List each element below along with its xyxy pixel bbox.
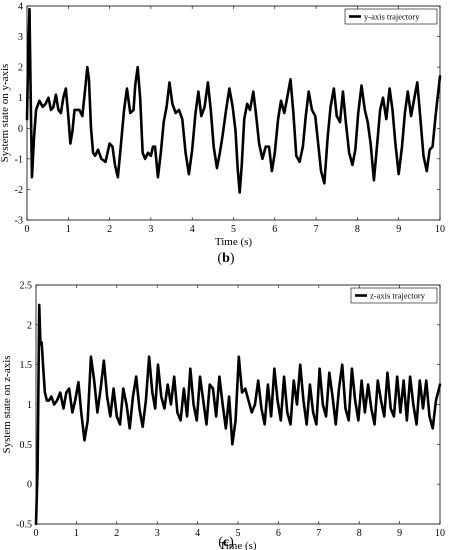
legend-box [344, 8, 438, 25]
y-tick-label: 2 [27, 320, 32, 331]
y-axis-label: System state on z-axis [1, 355, 13, 453]
panel-caption-close: ) [229, 535, 234, 550]
y-tick-label: -3 [15, 216, 23, 227]
x-tick-label: 1 [66, 224, 71, 235]
y-tick-label: 1.5 [20, 360, 33, 371]
x-tick-label: 8 [355, 224, 360, 235]
legend-box [350, 287, 438, 304]
x-tick-label: 2 [114, 528, 119, 539]
x-tick-label: 0 [25, 224, 30, 235]
x-axis-label: Time (s) [215, 236, 253, 248]
panel-caption: (b) [217, 251, 234, 266]
x-tick-label: 7 [316, 528, 321, 539]
panel-caption-letter: c [223, 535, 229, 550]
y-tick-label: 0 [27, 480, 32, 491]
panel-caption-close: ) [230, 251, 235, 266]
x-tick-label: 3 [155, 528, 160, 539]
y-tick-label: -0.5 [16, 520, 32, 531]
y-tick-label: 0.5 [20, 440, 33, 451]
x-tick-label: 4 [190, 224, 195, 235]
x-tick-label: 6 [272, 224, 277, 235]
x-tick-label: 5 [236, 528, 241, 539]
series-line [25, 7, 442, 194]
x-tick-label: 9 [396, 224, 401, 235]
x-tick-label: 1 [74, 528, 79, 539]
x-tick-label: 5 [231, 224, 236, 235]
y-tick-label: 4 [18, 2, 23, 13]
x-tick-label: 7 [314, 224, 319, 235]
y-tick-label: -2 [15, 185, 23, 196]
x-tick-label: 9 [397, 528, 402, 539]
x-tick-label: 6 [276, 528, 281, 539]
x-axis-label: Time (s) [219, 540, 257, 550]
legend-label: z-axis trajectory [370, 291, 426, 301]
panel-caption-letter: b [222, 251, 230, 266]
y-tick-label: 1 [18, 93, 23, 104]
x-tick-label: 2 [107, 224, 112, 235]
panel-0: 0 1 2 3 4 5 6 7 8 9 10 -3 -2 -1 0 1 2 3 4 Time (s) System st… [0, 2, 445, 267]
y-tick-label: -1 [15, 154, 23, 165]
y-tick-label: 2 [18, 63, 23, 74]
y-tick-label: 2.5 [20, 281, 33, 292]
x-tick-label: 4 [195, 528, 200, 539]
x-tick-label: 10 [435, 528, 445, 539]
panel-caption-open: ( [218, 535, 223, 550]
y-axis-label: System state on y-axis [0, 64, 11, 163]
y-tick-label: 1 [27, 400, 32, 411]
series-line [34, 303, 442, 526]
x-tick-label: 3 [148, 224, 153, 235]
panel-caption-open: ( [217, 251, 222, 266]
legend-label: y-axis trajectory [364, 12, 420, 22]
y-tick-label: 3 [18, 32, 23, 43]
x-tick-label: 8 [357, 528, 362, 539]
y-tick-label: 0 [18, 124, 23, 135]
x-tick-label: 10 [435, 224, 445, 235]
x-tick-label: 0 [34, 528, 39, 539]
panel-caption: (c) [218, 535, 234, 550]
